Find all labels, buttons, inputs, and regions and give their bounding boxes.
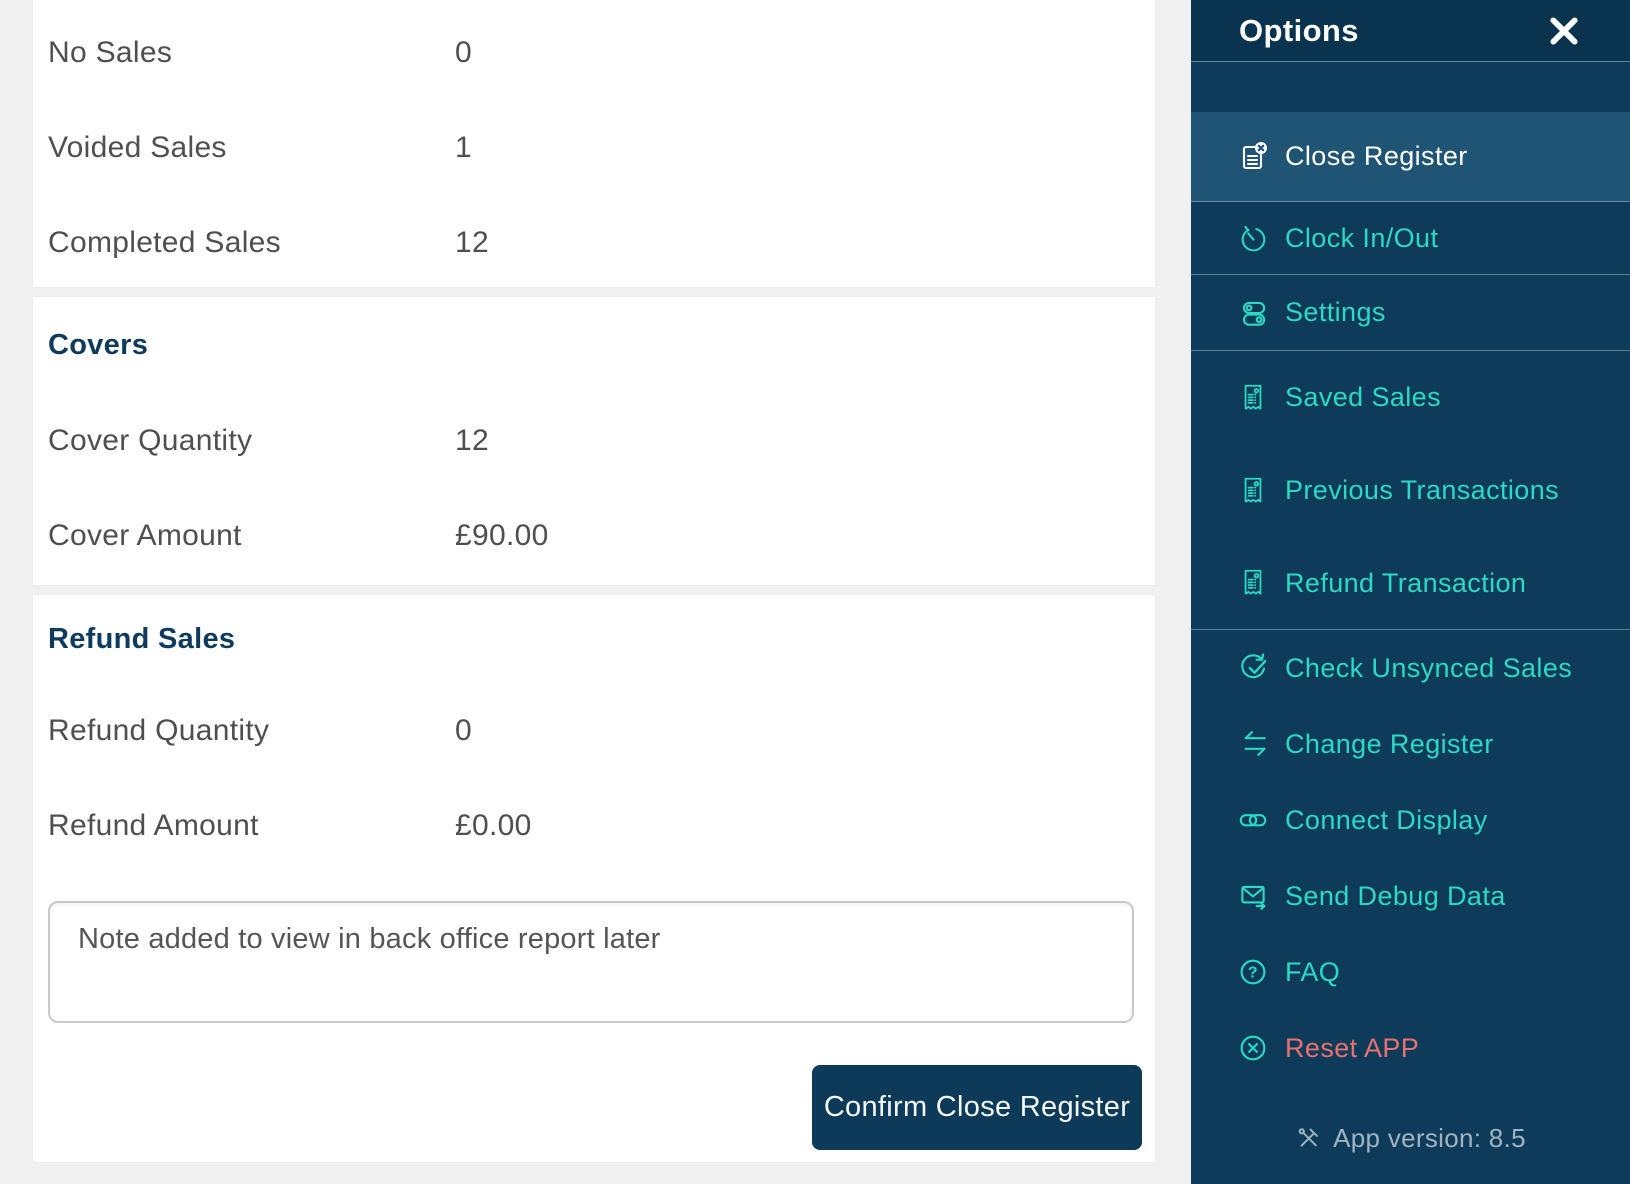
receipt-icon: [1236, 380, 1270, 416]
tools-icon: [1295, 1125, 1321, 1151]
x-close-icon: [1545, 12, 1583, 50]
sidebar-item-refund-transaction[interactable]: Refund Transaction: [1191, 537, 1630, 630]
sidebar-item-settings[interactable]: Settings: [1191, 275, 1630, 351]
x-circle-icon: [1236, 1031, 1270, 1065]
stat-row-cover-amount: Cover Amount £90.00: [33, 488, 1155, 583]
stat-label: Cover Amount: [48, 518, 242, 552]
stat-row-refund-amount: Refund Amount £0.00: [33, 778, 1155, 873]
sidebar-item-label: Settings: [1285, 297, 1386, 327]
sidebar-item-faq[interactable]: ? FAQ: [1191, 934, 1630, 1010]
stat-value: 12: [455, 423, 489, 457]
app-version-label: App version: 8.5: [1333, 1122, 1526, 1153]
sidebar-item-label: Saved Sales: [1285, 382, 1441, 412]
confirm-close-register-button[interactable]: Confirm Close Register: [812, 1065, 1142, 1150]
refund-sales-card: Refund Sales Refund Quantity 0 Refund Am…: [33, 595, 1155, 1162]
stat-label: No Sales: [48, 35, 173, 69]
link-icon: [1236, 803, 1270, 837]
stat-label: Refund Quantity: [48, 713, 270, 747]
sidebar-item-check-unsynced-sales[interactable]: Check Unsynced Sales: [1191, 630, 1630, 706]
stat-value: 1: [455, 130, 472, 164]
stat-value: £90.00: [455, 518, 549, 552]
stat-row-refund-quantity: Refund Quantity 0: [33, 683, 1155, 778]
sidebar-item-send-debug-data[interactable]: Send Debug Data: [1191, 858, 1630, 934]
sidebar-spacer: [1191, 62, 1630, 112]
stat-value: 0: [455, 713, 472, 747]
sync-check-icon: [1236, 651, 1270, 685]
options-title: Options: [1239, 12, 1359, 48]
stat-value: 0: [455, 35, 472, 69]
sidebar-item-label: Send Debug Data: [1285, 880, 1506, 911]
covers-card: Covers Cover Quantity 12 Cover Amount £9…: [33, 297, 1155, 585]
stat-row-voided-sales: Voided Sales 1: [33, 100, 1155, 195]
sidebar-item-saved-sales[interactable]: Saved Sales: [1191, 351, 1630, 444]
register-note-input[interactable]: Note added to view in back office report…: [48, 901, 1134, 1023]
stat-value: £0.00: [455, 808, 532, 842]
stat-value: 12: [455, 225, 489, 259]
sales-summary-card: No Sales 0 Voided Sales 1 Completed Sale…: [33, 0, 1155, 287]
sidebar-item-label: Refund Transaction: [1285, 567, 1527, 598]
stat-row-completed-sales: Completed Sales 12: [33, 195, 1155, 290]
swap-arrows-icon: [1236, 727, 1270, 761]
sidebar-item-label: Previous Transactions: [1285, 475, 1560, 505]
document-close-icon: [1236, 138, 1270, 176]
options-sidebar: Options Close Register: [1191, 0, 1630, 1184]
close-sidebar-button[interactable]: [1544, 11, 1584, 51]
toggles-icon: [1236, 296, 1270, 330]
sidebar-item-reset-app[interactable]: Reset APP: [1191, 1010, 1630, 1086]
sidebar-item-label: Connect Display: [1285, 804, 1488, 835]
envelope-send-icon: [1236, 879, 1270, 913]
refund-sales-heading: Refund Sales: [48, 622, 236, 655]
sidebar-item-label: Reset APP: [1285, 1032, 1420, 1063]
clock-icon: [1236, 222, 1270, 255]
sidebar-item-clock-in-out[interactable]: Clock In/Out: [1191, 202, 1630, 275]
stat-label: Refund Amount: [48, 808, 259, 842]
sidebar-item-label: Close Register: [1285, 141, 1468, 171]
stat-label: Cover Quantity: [48, 423, 253, 457]
sidebar-item-label: Check Unsynced Sales: [1285, 652, 1573, 683]
app-version-row: App version: 8.5: [1191, 1100, 1630, 1176]
receipt-icon: [1236, 565, 1270, 601]
stat-row-cover-quantity: Cover Quantity 12: [33, 393, 1155, 488]
svg-text:?: ?: [1248, 965, 1258, 982]
sidebar-item-label: FAQ: [1285, 956, 1341, 987]
sidebar-item-change-register[interactable]: Change Register: [1191, 706, 1630, 782]
options-header: Options: [1191, 0, 1630, 62]
stat-label: Completed Sales: [48, 225, 281, 259]
stat-row-no-sales: No Sales 0: [33, 5, 1155, 100]
stat-label: Voided Sales: [48, 130, 227, 164]
sidebar-item-label: Change Register: [1285, 728, 1494, 759]
question-circle-icon: ?: [1236, 955, 1270, 989]
sidebar-item-connect-display[interactable]: Connect Display: [1191, 782, 1630, 858]
receipt-icon: [1236, 473, 1270, 509]
sidebar-item-close-register[interactable]: Close Register: [1191, 112, 1630, 202]
sidebar-item-label: Clock In/Out: [1285, 222, 1439, 253]
covers-heading: Covers: [48, 328, 149, 361]
sidebar-item-previous-transactions[interactable]: Previous Transactions: [1191, 444, 1630, 537]
close-register-report: No Sales 0 Voided Sales 1 Completed Sale…: [33, 0, 1155, 1162]
